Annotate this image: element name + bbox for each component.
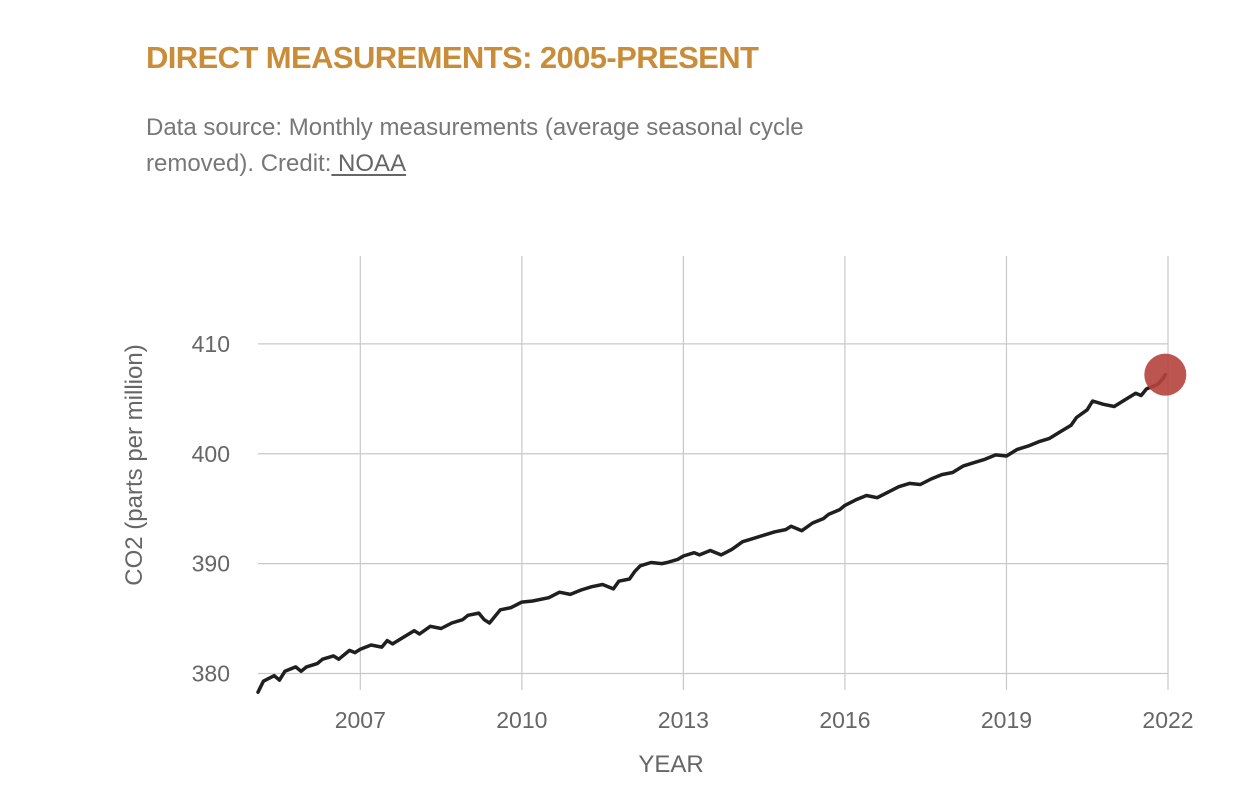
grid-layer: [258, 256, 1169, 690]
x-tick-label: 2007: [335, 707, 386, 733]
chart-title: DIRECT MEASUREMENTS: 2005-PRESENT: [146, 40, 759, 75]
x-tick-label: 2013: [658, 707, 709, 733]
tick-label-layer: 380 390 400 410 2007 2010 2013 2016 2019 2022: [192, 331, 1194, 733]
y-tick-label: 400: [192, 441, 230, 467]
y-tick-label: 380: [192, 661, 230, 687]
x-tick-label: 2016: [819, 707, 870, 733]
noaa-credit-link[interactable]: NOAA: [331, 150, 407, 177]
y-tick-label: 410: [192, 331, 230, 357]
subtitle-line-1: Data source: Monthly measurements (avera…: [146, 114, 804, 141]
y-tick-label: 390: [192, 551, 230, 577]
chart-subtitle: Data source: Monthly measurements (avera…: [146, 110, 906, 182]
co2-series-line: [256, 372, 1168, 694]
x-tick-label: 2022: [1142, 707, 1193, 733]
x-tick-label: 2019: [981, 707, 1032, 733]
x-axis-title: YEAR: [638, 751, 703, 778]
x-tick-label: 2010: [496, 707, 547, 733]
series-layer: [256, 353, 1187, 694]
subtitle-line-2: removed). Credit:: [146, 150, 332, 177]
latest-value-marker[interactable]: [1144, 353, 1187, 396]
y-axis-title: CO2 (parts per million): [121, 344, 148, 585]
